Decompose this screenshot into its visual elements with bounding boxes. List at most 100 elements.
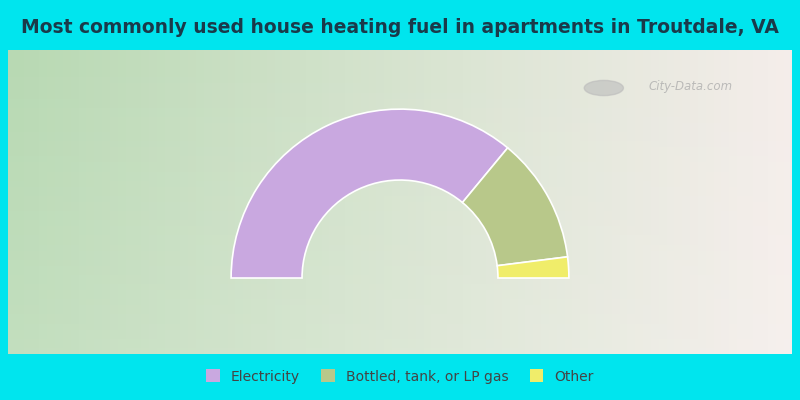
Bar: [142, 50, 149, 354]
Bar: [8, 320, 792, 324]
Bar: [165, 50, 173, 354]
Bar: [565, 50, 573, 354]
Bar: [8, 162, 792, 166]
Bar: [8, 299, 792, 302]
Bar: [8, 74, 792, 77]
Bar: [534, 50, 541, 354]
Bar: [635, 50, 643, 354]
Bar: [494, 50, 502, 354]
Bar: [439, 50, 447, 354]
Bar: [8, 293, 792, 296]
Bar: [8, 296, 792, 299]
Bar: [8, 181, 792, 184]
Bar: [627, 50, 635, 354]
Bar: [8, 266, 792, 269]
Bar: [8, 108, 792, 111]
Bar: [8, 308, 792, 312]
Bar: [8, 96, 792, 99]
Bar: [235, 50, 243, 354]
Bar: [400, 50, 408, 354]
Bar: [502, 50, 510, 354]
Bar: [8, 168, 792, 172]
Bar: [8, 114, 792, 117]
Bar: [8, 211, 792, 214]
Bar: [8, 238, 792, 242]
Bar: [8, 68, 792, 71]
Bar: [8, 80, 792, 84]
Bar: [8, 141, 792, 144]
Bar: [682, 50, 690, 354]
Bar: [8, 190, 792, 193]
Bar: [126, 50, 134, 354]
Bar: [462, 50, 470, 354]
Bar: [149, 50, 157, 354]
Bar: [78, 50, 86, 354]
Wedge shape: [462, 148, 567, 266]
Bar: [8, 257, 792, 260]
Bar: [8, 244, 792, 248]
Bar: [580, 50, 588, 354]
Bar: [619, 50, 627, 354]
Bar: [8, 193, 792, 196]
Bar: [8, 178, 792, 181]
Bar: [416, 50, 423, 354]
Wedge shape: [497, 257, 569, 278]
Bar: [8, 287, 792, 290]
Bar: [314, 50, 322, 354]
Bar: [8, 199, 792, 202]
Bar: [408, 50, 416, 354]
Bar: [8, 86, 792, 90]
Bar: [8, 351, 792, 354]
Bar: [674, 50, 682, 354]
Bar: [8, 324, 792, 327]
Bar: [102, 50, 110, 354]
Bar: [776, 50, 784, 354]
Bar: [8, 65, 792, 68]
Bar: [8, 84, 792, 86]
Bar: [86, 50, 94, 354]
Bar: [8, 138, 792, 141]
Bar: [39, 50, 47, 354]
Bar: [8, 284, 792, 287]
Bar: [510, 50, 518, 354]
Bar: [110, 50, 118, 354]
Bar: [8, 214, 792, 217]
Bar: [8, 248, 792, 251]
Bar: [8, 90, 792, 92]
Bar: [8, 56, 792, 59]
Bar: [8, 330, 792, 333]
Bar: [173, 50, 181, 354]
Bar: [94, 50, 102, 354]
Bar: [8, 135, 792, 138]
Bar: [266, 50, 274, 354]
Bar: [541, 50, 549, 354]
Bar: [447, 50, 455, 354]
Bar: [188, 50, 196, 354]
Bar: [604, 50, 612, 354]
Bar: [470, 50, 478, 354]
Bar: [8, 62, 792, 65]
Bar: [282, 50, 290, 354]
Bar: [345, 50, 353, 354]
Bar: [486, 50, 494, 354]
Bar: [24, 50, 31, 354]
Bar: [8, 229, 792, 232]
Bar: [8, 105, 792, 108]
Bar: [8, 251, 792, 254]
Bar: [8, 166, 792, 168]
Bar: [8, 348, 792, 351]
Bar: [8, 59, 792, 62]
Bar: [220, 50, 227, 354]
Bar: [518, 50, 526, 354]
Bar: [423, 50, 431, 354]
Bar: [251, 50, 259, 354]
Bar: [478, 50, 486, 354]
Bar: [118, 50, 126, 354]
Bar: [8, 160, 792, 162]
Bar: [259, 50, 266, 354]
Bar: [8, 53, 792, 56]
Bar: [651, 50, 658, 354]
Bar: [588, 50, 596, 354]
Bar: [63, 50, 70, 354]
Bar: [384, 50, 392, 354]
